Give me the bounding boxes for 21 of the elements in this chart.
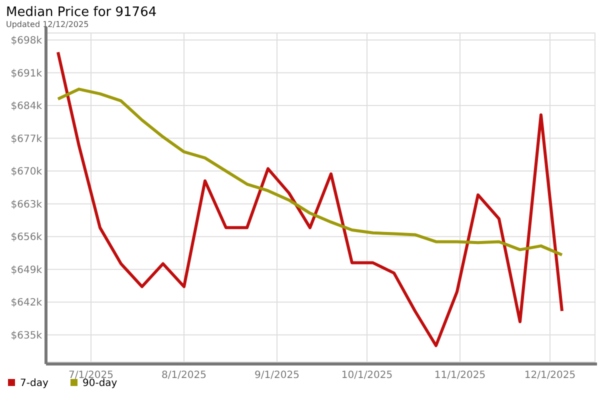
- y-tick-label: $670k: [10, 166, 42, 178]
- y-tick-label: $649k: [10, 264, 42, 276]
- x-tick-label: 12/1/2025: [524, 370, 576, 381]
- y-tick-label: $698k: [10, 36, 42, 47]
- chart-subtitle: Updated 12/12/2025: [6, 20, 89, 29]
- x-tick-label: 11/1/2025: [434, 370, 486, 381]
- legend-label: 90-day: [82, 378, 118, 389]
- legend-label: 7-day: [20, 378, 48, 389]
- y-tick-label: $691k: [10, 68, 42, 80]
- y-tick-label: $656k: [10, 232, 42, 244]
- y-tick-label: $663k: [10, 199, 42, 210]
- y-tick-label: $677k: [10, 134, 42, 145]
- x-tick-label: 10/1/2025: [341, 370, 393, 381]
- chart-title: Median Price for 91764: [6, 5, 157, 20]
- y-tick-label: $642k: [10, 298, 42, 309]
- line-series: [56, 88, 564, 256]
- line-series: [56, 50, 564, 348]
- y-tick-label: $635k: [10, 330, 42, 342]
- y-tick-label: $684k: [10, 101, 42, 112]
- x-tick-label: 9/1/2025: [254, 370, 300, 381]
- x-tick-label: 8/1/2025: [162, 370, 206, 381]
